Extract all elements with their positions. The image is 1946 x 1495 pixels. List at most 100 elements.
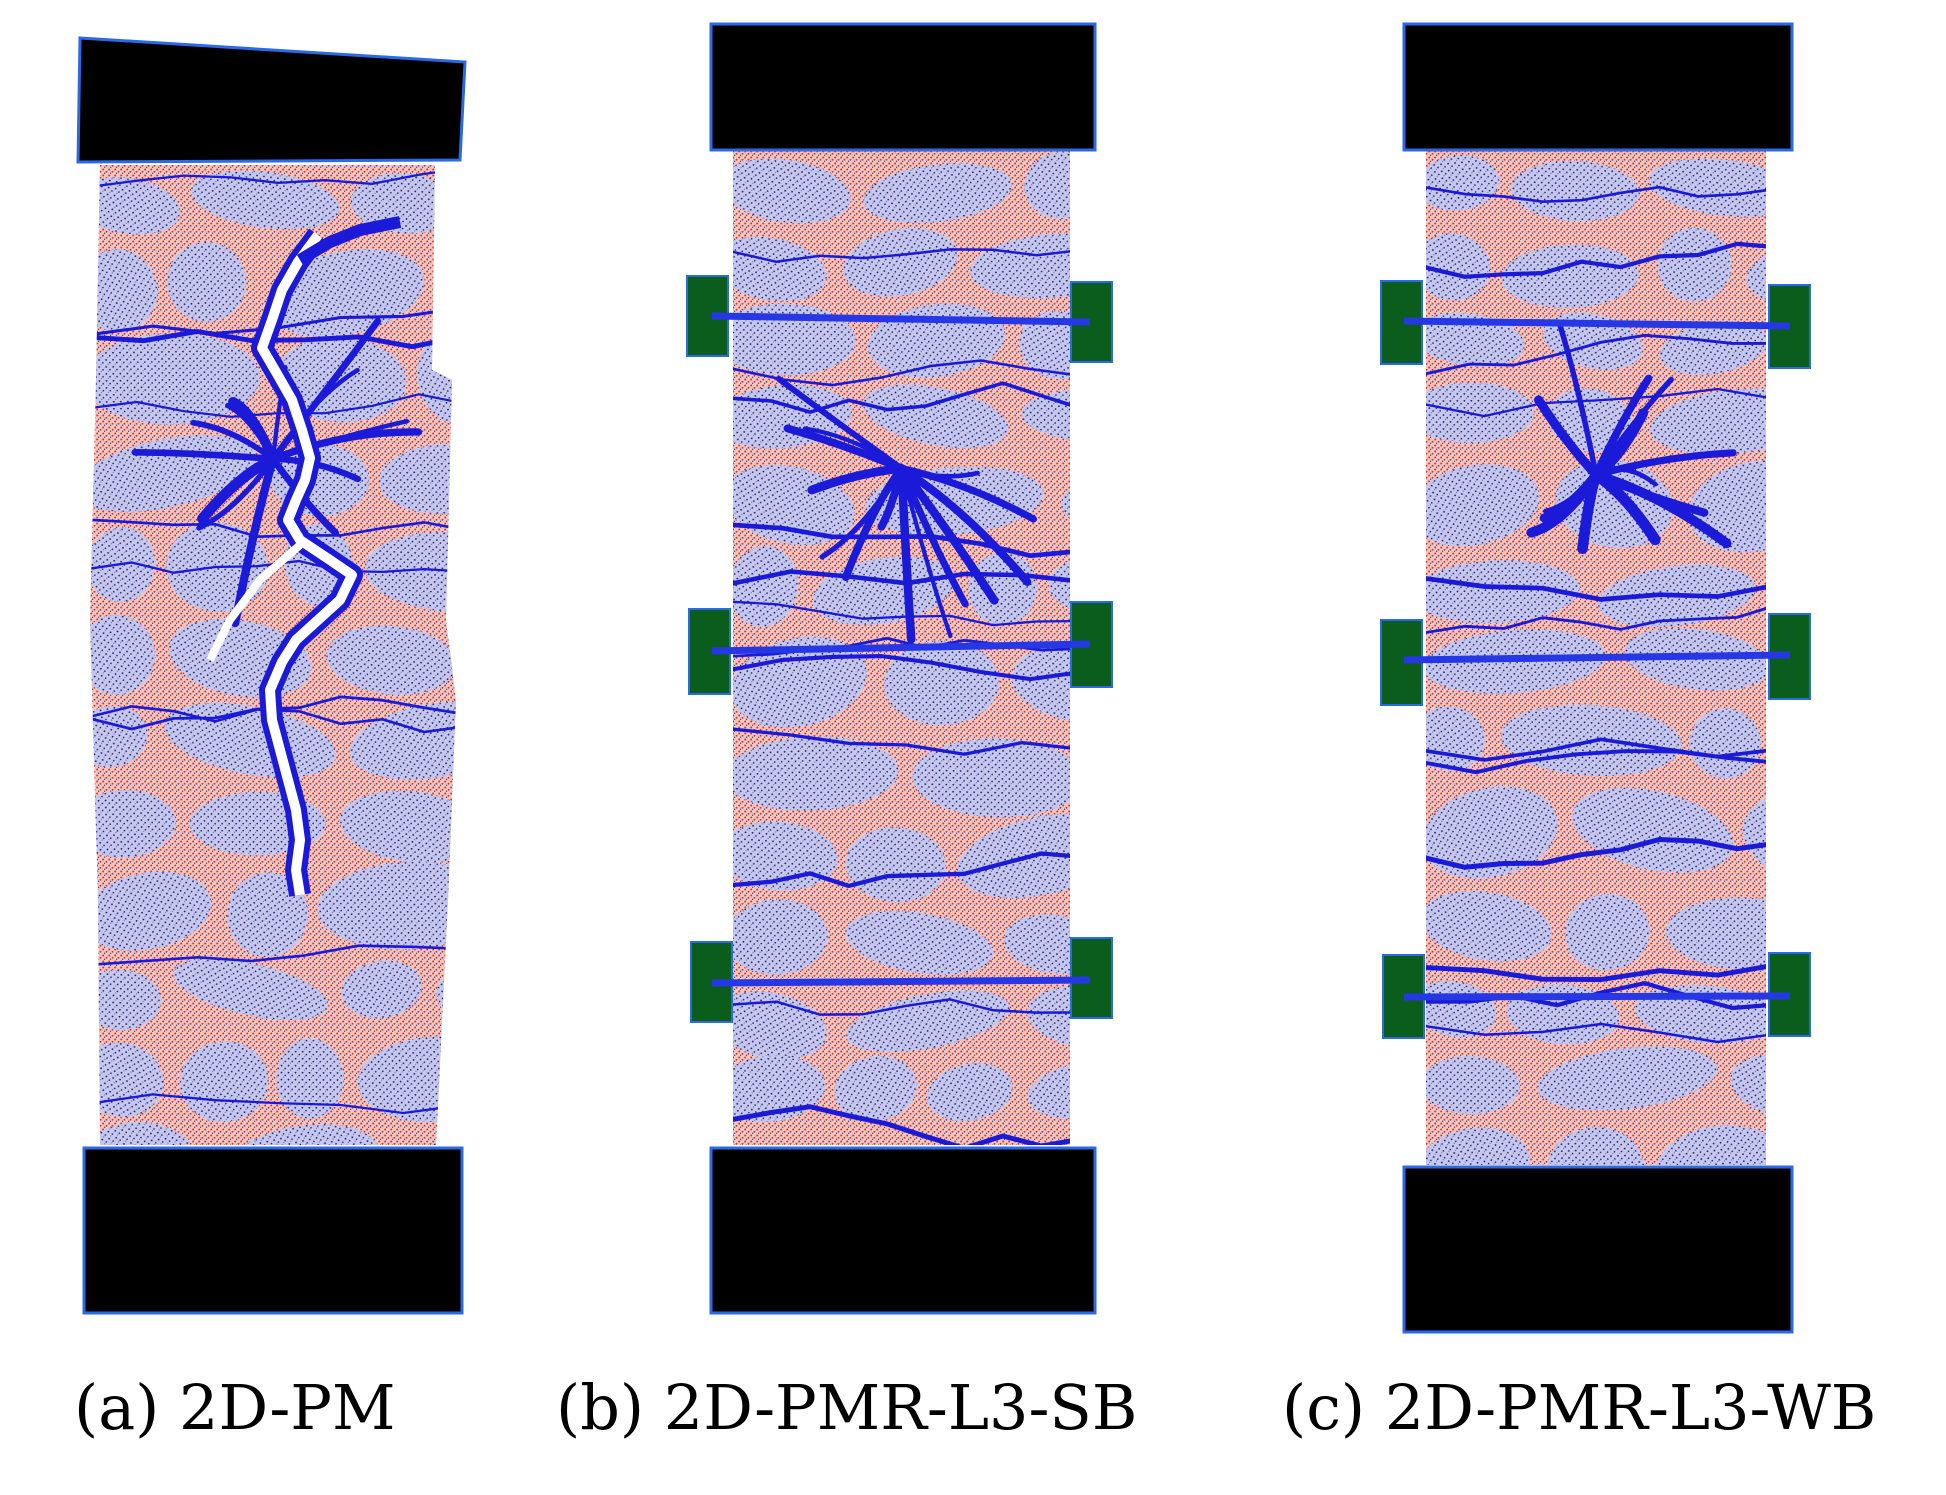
aggregate [266,249,425,337]
aggregate [1426,312,1525,367]
aggregate [1011,644,1070,722]
aggregate [341,960,422,1019]
aggregate [173,958,329,1021]
aggregate [1654,1124,1766,1165]
aggregate [863,163,1012,224]
aggregate [437,247,456,321]
aggregate [90,790,176,858]
caption-panel-c: (c) 2D-PMR-L3-WB [1282,1371,1877,1444]
crack-band [897,464,999,605]
caption-panel-a: (a) 2D-PM [74,1371,396,1444]
rebar-level-1-c [1380,280,1811,369]
crack-band [733,998,1070,1016]
aggregate [339,790,456,863]
rebar [711,312,1091,326]
aggregate [90,615,155,695]
crack-band [90,166,456,189]
aggregate [1501,244,1639,309]
aggregate [733,303,856,376]
aggregate [846,990,1010,1052]
aggregate [733,899,828,975]
rebar-level-3-c [1382,952,1811,1039]
rebar-level-2-c [1380,613,1811,706]
crack-band [90,1093,456,1115]
crack-band [898,464,969,608]
crack-band [1426,837,1766,870]
crack-band [733,359,1070,387]
aggregate [90,969,162,1030]
crack-band [899,466,953,639]
crack-band [1426,185,1766,204]
aggregate [190,170,340,230]
top-loading-plate-a [76,36,467,164]
crack-band [733,248,1070,264]
aggregate [167,242,247,323]
crack-band [1426,1022,1766,1044]
crack-band [733,654,1070,682]
aggregate [733,636,867,728]
aggregate [1426,891,1552,962]
aggregate [276,1038,344,1119]
panel-2d-pm [76,36,467,1315]
aggregate [970,233,1070,299]
crack-band [897,464,916,644]
rebar-level-1-b [686,275,1113,363]
aggregate [1510,161,1640,221]
aggregate [911,738,1070,818]
bottom-loading-plate-b [709,1146,1097,1315]
aggregate [1426,155,1500,211]
top-loading-plate-b [709,22,1097,152]
aggregate [1660,321,1766,375]
aggregate [379,443,456,514]
crack-band [733,851,1070,889]
crack-bands-b [733,248,1070,1145]
aggregate [90,1122,197,1145]
aggregate [1426,233,1491,301]
aggregate [733,1055,826,1122]
aggregate [845,911,994,975]
aggregate [927,1063,1013,1122]
aggregate [843,227,958,297]
aggregate [1730,1054,1766,1119]
crack-band [1534,395,1601,480]
crack-band [1591,470,1709,517]
aggregate [845,827,946,903]
crack-band [270,418,410,462]
aggregate [863,384,1009,449]
aggregate [733,546,799,627]
aggregate [1688,460,1766,553]
open-crack-a [206,216,402,897]
aggregate [90,177,181,235]
aggregate [350,173,456,234]
rebar [711,640,1091,655]
aggregate [1648,158,1766,218]
aggregate [1426,706,1486,771]
aggregate [1426,1127,1531,1165]
aggregate [436,965,456,1020]
crack-band [1556,320,1599,478]
aggregate [90,1042,164,1118]
aggregate [1649,388,1766,455]
crack-band [1426,576,1766,602]
crack-band [197,453,279,524]
rebar [1403,992,1791,1001]
crack-band [733,1104,1070,1145]
crack-band [1426,964,1766,983]
top-loading-plate-c [1402,22,1794,152]
rebar [1403,317,1791,330]
rebar [1403,651,1791,664]
crack-band [807,464,906,495]
aggregate [1019,311,1070,380]
panel-2d-pmr-l3-sb [686,22,1113,1315]
crack-band [190,419,276,462]
aggregate [1426,1056,1520,1115]
aggregate [1764,704,1843,782]
aggregates-b [733,152,1070,1122]
aggregate [1026,985,1070,1049]
aggregate [1024,152,1070,219]
crack-band [90,329,456,350]
crack-band [270,367,360,462]
crack-band [1426,387,1766,418]
aggregate [1547,1127,1645,1165]
aggregate [1746,237,1766,306]
